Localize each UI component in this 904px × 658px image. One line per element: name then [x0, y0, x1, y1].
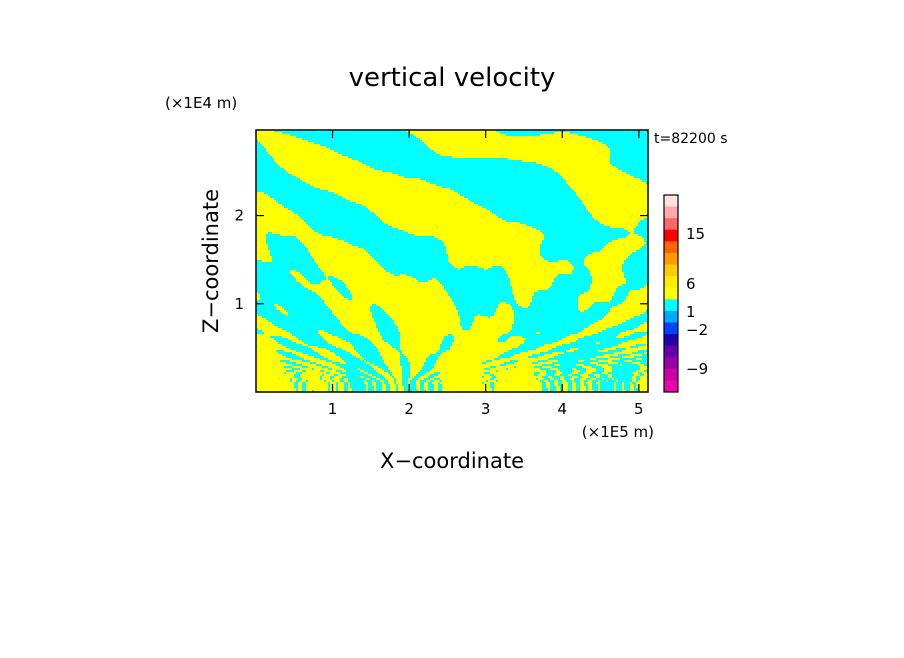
colorbar-tick-label: −9 — [686, 360, 708, 378]
y-axis-label: Z−coordinate — [199, 189, 223, 333]
colorbar-swatch — [664, 195, 678, 207]
colorbar-swatch — [664, 380, 678, 392]
x-axis-label: X−coordinate — [380, 449, 524, 473]
velocity-field — [256, 130, 648, 392]
x-tick-label: 1 — [328, 400, 338, 418]
colorbar-swatch — [664, 265, 678, 277]
colorbar — [664, 195, 678, 392]
x-tick-label: 2 — [404, 400, 414, 418]
x-tick-label: 5 — [634, 400, 644, 418]
colorbar-swatch — [664, 346, 678, 358]
colorbar-swatch — [664, 288, 678, 300]
colorbar-swatch — [664, 218, 678, 230]
colorbar-swatch — [664, 230, 678, 242]
colorbar-swatch — [664, 369, 678, 381]
colorbar-swatch — [664, 357, 678, 369]
colorbar-tick-label: 1 — [686, 303, 696, 321]
x-tick-label: 3 — [481, 400, 491, 418]
colorbar-tick-label: −2 — [686, 321, 708, 339]
colorbar-swatch — [664, 334, 678, 346]
y-tick-label: 2 — [234, 207, 244, 225]
colorbar-tick-label: 15 — [686, 225, 705, 243]
colorbar-tick-label: 6 — [686, 275, 696, 293]
time-label: t=82200 s — [654, 131, 728, 147]
colorbar-tick-labels: 15 6 1−2 −9 — [686, 225, 708, 378]
colorbar-swatch — [664, 276, 678, 288]
x-scale-label: (×1E5 m) — [582, 423, 654, 441]
chart-title: vertical velocity — [349, 63, 556, 93]
colorbar-swatch — [664, 322, 678, 334]
y-scale-label: (×1E4 m) — [165, 94, 237, 112]
colorbar-swatch — [664, 207, 678, 219]
y-tick-label: 1 — [234, 295, 244, 313]
colorbar-swatch — [664, 299, 678, 311]
colorbar-swatch — [664, 241, 678, 253]
x-tick-label: 4 — [557, 400, 567, 418]
colorbar-swatch — [664, 253, 678, 265]
colorbar-swatch — [664, 311, 678, 323]
